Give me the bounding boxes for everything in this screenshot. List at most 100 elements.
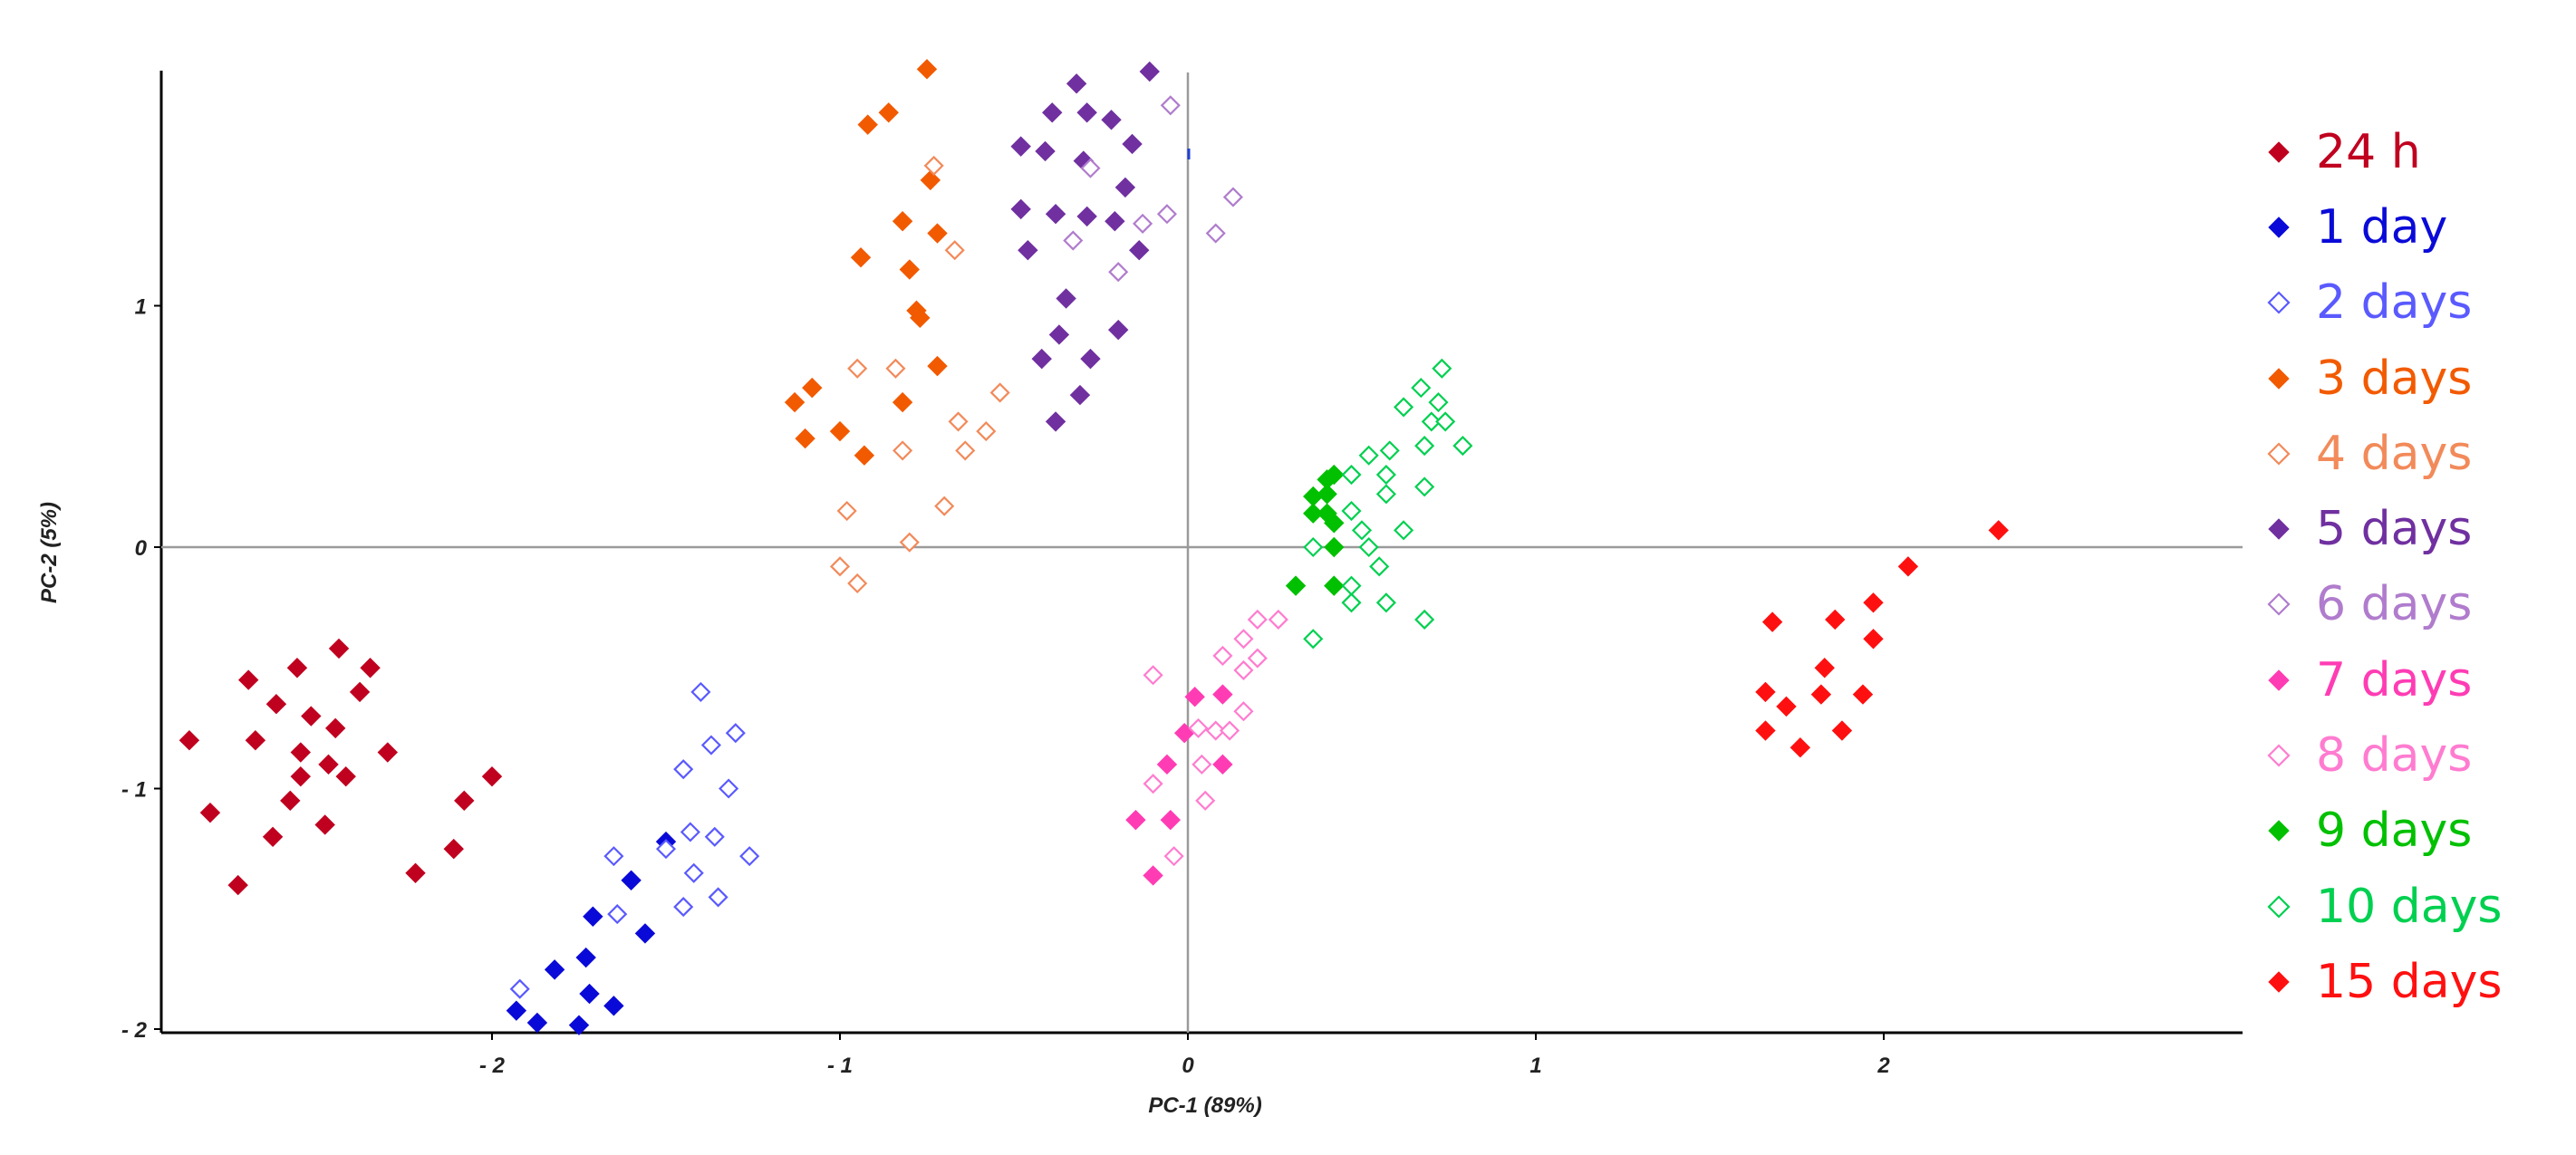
data-point — [1317, 484, 1337, 505]
data-point — [1810, 684, 1832, 705]
data-point — [1351, 520, 1373, 541]
data-point — [916, 59, 938, 80]
data-point — [568, 1015, 590, 1035]
data-point — [262, 826, 284, 848]
data-point — [683, 862, 704, 883]
axes — [159, 71, 2243, 1035]
data-point — [708, 887, 728, 908]
data-point — [579, 983, 600, 1005]
data-point — [349, 681, 371, 703]
legend: 24 h 1 day 2 days 3 days 4 days 5 days 6 days 7… — [2265, 114, 2564, 1020]
data-point — [314, 814, 335, 835]
data-point — [1394, 397, 1414, 418]
legend-label: 9 days — [2316, 804, 2473, 859]
y-tick-label: 1 — [135, 295, 147, 320]
data-point — [1341, 464, 1362, 486]
data-point — [454, 790, 475, 812]
data-point — [245, 729, 266, 751]
data-point — [1212, 645, 1233, 666]
data-point — [290, 742, 312, 763]
data-point — [906, 300, 927, 322]
data-point — [280, 790, 301, 812]
series-4 — [829, 155, 1010, 594]
legend-marker-icon — [2265, 504, 2316, 554]
data-point — [1285, 575, 1307, 596]
data-point — [829, 556, 851, 577]
data-point — [1375, 484, 1396, 505]
data-point — [1101, 110, 1122, 130]
legend-label: 1 day — [2316, 199, 2448, 255]
data-point — [1192, 754, 1212, 775]
series-0 — [178, 638, 503, 896]
data-point — [1143, 865, 1163, 886]
legend-marker-icon — [2265, 730, 2316, 781]
data-point — [1755, 720, 1776, 741]
data-point — [290, 765, 312, 787]
x-tick-label: 0 — [1182, 1054, 1194, 1078]
legend-label: 8 days — [2316, 728, 2473, 784]
data-point — [509, 978, 530, 999]
data-point — [328, 638, 350, 659]
data-point — [885, 358, 906, 379]
data-point — [1108, 262, 1129, 283]
data-point — [802, 377, 823, 399]
data-point — [700, 735, 721, 756]
data-point — [405, 862, 426, 883]
data-point — [377, 742, 399, 763]
data-point — [1139, 61, 1160, 82]
data-point — [1066, 73, 1087, 94]
legend-marker-icon — [2265, 957, 2316, 1007]
data-point — [1414, 436, 1435, 457]
data-points — [178, 59, 2009, 1035]
data-point — [1010, 198, 1031, 220]
data-point — [1863, 629, 1884, 650]
data-point — [847, 573, 868, 594]
data-point — [719, 778, 739, 799]
data-point — [1825, 609, 1846, 630]
data-point — [847, 358, 868, 379]
data-point — [1761, 611, 1783, 632]
data-point — [1303, 536, 1324, 558]
data-point — [360, 658, 381, 679]
data-point — [1317, 469, 1337, 490]
data-point — [1324, 513, 1345, 534]
data-point — [265, 694, 287, 715]
data-point — [948, 411, 969, 432]
data-point — [1324, 575, 1345, 596]
data-point — [1122, 133, 1143, 155]
data-point — [1379, 440, 1400, 461]
data-point — [934, 496, 955, 516]
legend-marker-icon — [2265, 127, 2316, 178]
data-point — [1156, 754, 1178, 775]
data-point — [673, 759, 694, 780]
series-3 — [784, 59, 948, 466]
data-point — [1814, 658, 1835, 679]
data-point — [1184, 687, 1205, 707]
data-point — [878, 102, 899, 123]
legend-label: 2 days — [2316, 275, 2473, 331]
data-point — [1031, 348, 1052, 370]
legend-item: 4 days — [2265, 416, 2564, 491]
data-point — [1755, 681, 1776, 703]
data-point — [1303, 629, 1324, 650]
legend-item: 2 days — [2265, 265, 2564, 341]
data-point — [603, 996, 624, 1016]
y-axis-label: PC-2 (5%) — [37, 502, 62, 603]
legend-label: 3 days — [2316, 351, 2473, 406]
data-point — [923, 155, 944, 176]
series-7 — [1125, 684, 1233, 886]
data-point — [1776, 696, 1797, 717]
data-point — [1076, 206, 1097, 227]
ticks: - 2 - 1 0 1 2 - 1 0 1 - 2 — [121, 295, 1890, 1079]
data-point — [655, 839, 677, 860]
y-tick-label: - 1 — [121, 778, 147, 803]
data-point — [1428, 392, 1449, 413]
legend-marker-icon — [2265, 202, 2316, 253]
series-2 — [509, 681, 760, 999]
data-point — [1435, 411, 1456, 432]
data-point — [1233, 701, 1254, 722]
data-point — [1247, 609, 1268, 630]
data-point — [1105, 211, 1125, 232]
data-point — [1080, 158, 1101, 178]
